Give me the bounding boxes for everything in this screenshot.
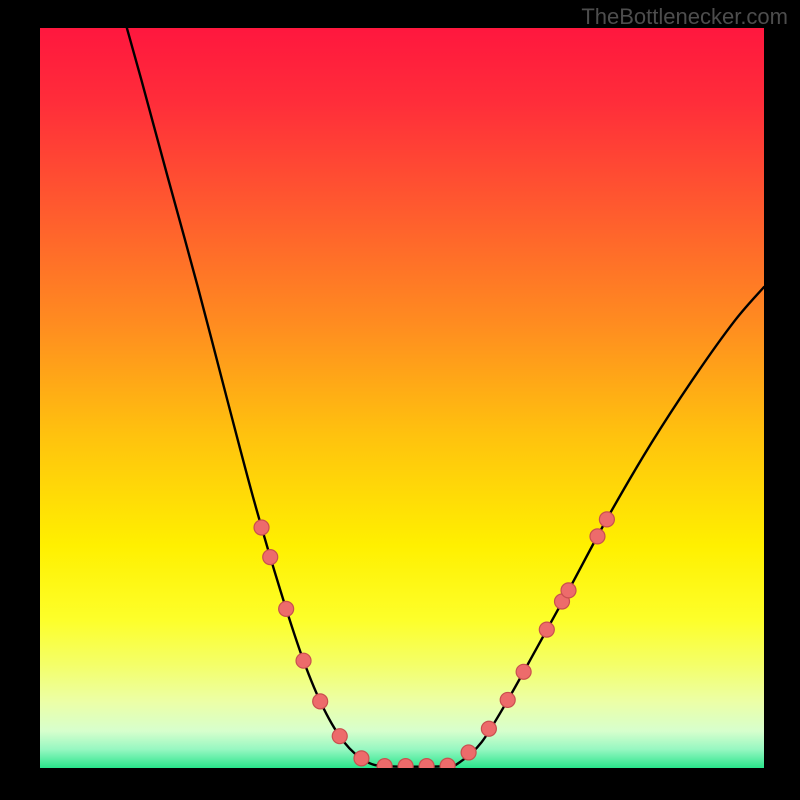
curve-markers (40, 28, 764, 768)
chart-frame: TheBottlenecker.com (0, 0, 800, 800)
watermark-text: TheBottlenecker.com (581, 4, 788, 30)
plot-area (40, 28, 764, 768)
